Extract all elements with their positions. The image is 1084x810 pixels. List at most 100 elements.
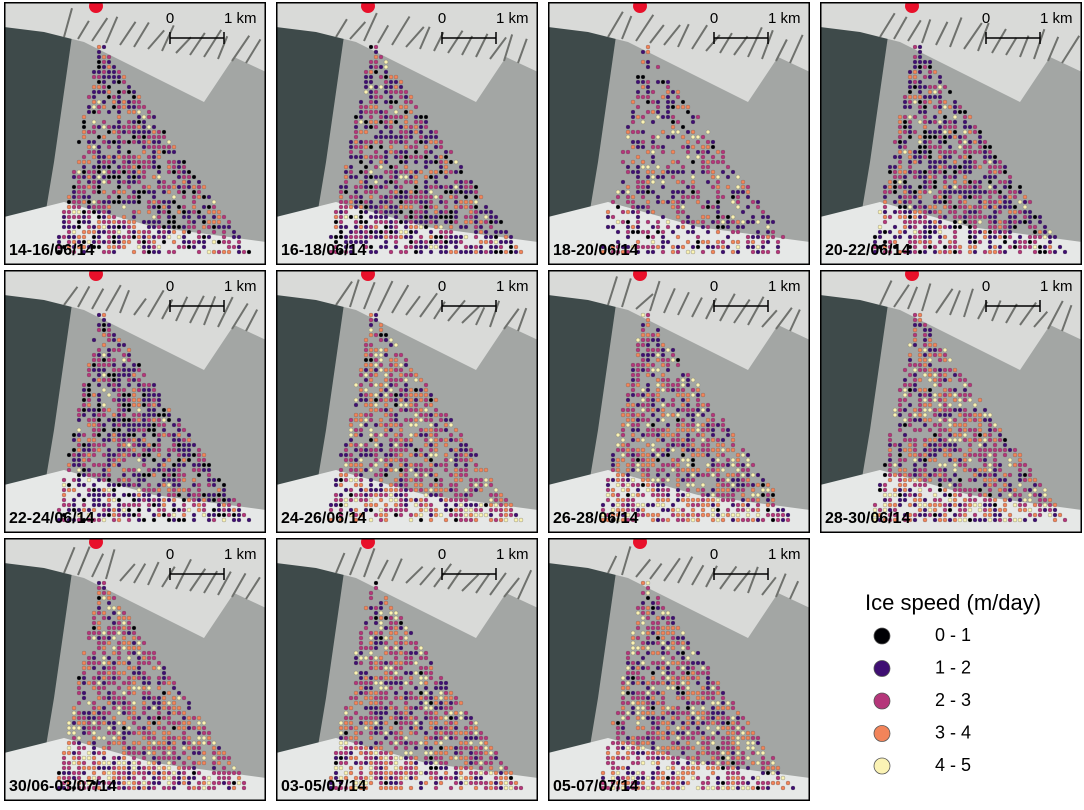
speed-dot <box>428 397 434 403</box>
speed-dot <box>897 452 903 458</box>
speed-dot <box>675 497 681 503</box>
speed-dot <box>635 367 641 373</box>
speed-dot <box>443 184 449 190</box>
speed-dot <box>947 427 953 433</box>
speed-dot <box>463 442 469 448</box>
speed-dot <box>947 249 953 255</box>
speed-dot <box>927 512 933 518</box>
speed-dot <box>131 467 137 473</box>
speed-dot <box>972 229 978 235</box>
speed-dot <box>725 462 731 468</box>
speed-dot <box>116 372 122 378</box>
speed-dot <box>146 472 152 478</box>
speed-dot <box>1052 234 1058 240</box>
speed-dot <box>181 517 187 523</box>
speed-dot <box>670 502 676 508</box>
speed-dot <box>1017 497 1023 503</box>
speed-dot <box>680 372 686 378</box>
speed-dot <box>650 99 656 105</box>
speed-dot <box>907 342 913 348</box>
speed-dot <box>131 229 137 235</box>
speed-dot <box>695 452 701 458</box>
speed-dot <box>206 482 212 488</box>
speed-dot <box>942 477 948 483</box>
water <box>276 22 346 232</box>
speed-dot <box>448 194 454 200</box>
speed-dot <box>383 377 389 383</box>
speed-dot <box>333 214 339 220</box>
speed-dot <box>1002 199 1008 205</box>
speed-dot <box>685 377 691 383</box>
speed-dot <box>438 184 444 190</box>
speed-dot <box>343 442 349 448</box>
speed-dot <box>166 407 172 413</box>
speed-dot <box>625 412 631 418</box>
speed-dot <box>101 322 107 328</box>
speed-dot <box>907 89 913 95</box>
speed-dot <box>655 144 661 150</box>
speed-dot <box>957 104 963 110</box>
speed-dot <box>755 244 761 250</box>
speed-dot <box>373 149 379 155</box>
speed-dot <box>393 239 399 245</box>
speed-dot <box>393 457 399 463</box>
speed-dot <box>363 224 369 230</box>
speed-dot <box>121 407 127 413</box>
speed-dot <box>433 194 439 200</box>
speed-dot <box>680 402 686 408</box>
speed-dot <box>368 189 374 195</box>
speed-dot <box>91 412 97 418</box>
speed-dot <box>81 114 87 120</box>
speed-dot <box>927 179 933 185</box>
speed-dot <box>328 249 334 255</box>
speed-dot <box>917 154 923 160</box>
speed-dot <box>101 367 107 373</box>
speed-dot <box>393 397 399 403</box>
speed-dot <box>685 392 691 398</box>
speed-dot <box>166 472 172 478</box>
speed-dot <box>680 169 686 175</box>
speed-dot <box>106 84 112 90</box>
speed-dot <box>770 502 776 508</box>
speed-dot <box>695 139 701 145</box>
speed-dot <box>1002 224 1008 230</box>
speed-dot <box>932 352 938 358</box>
speed-dot <box>428 194 434 200</box>
speed-dot <box>101 492 107 498</box>
speed-dot <box>675 512 681 518</box>
speed-dot <box>96 184 102 190</box>
speed-dot <box>1027 492 1033 498</box>
speed-dot <box>992 209 998 215</box>
speed-dot <box>660 199 666 205</box>
speed-dot <box>927 502 933 508</box>
speed-dot <box>81 229 87 235</box>
scale-start: 0 <box>438 278 446 295</box>
speed-dot <box>403 397 409 403</box>
speed-dot <box>1022 462 1028 468</box>
speed-dot <box>141 492 147 498</box>
speed-dot <box>917 184 923 190</box>
speed-dot <box>353 224 359 230</box>
speed-dot <box>126 432 132 438</box>
speed-dot <box>433 179 439 185</box>
speed-dot <box>735 467 741 473</box>
speed-dot <box>363 239 369 245</box>
ridge <box>991 28 1007 54</box>
speed-dot <box>418 214 424 220</box>
speed-dot <box>101 64 107 70</box>
speed-dot <box>181 487 187 493</box>
speed-dot <box>156 447 162 453</box>
speed-dot <box>660 477 666 483</box>
speed-dot <box>428 467 434 473</box>
speed-dot <box>378 422 384 428</box>
speed-dot <box>206 472 212 478</box>
speed-dot <box>922 497 928 503</box>
speed-dot <box>947 422 953 428</box>
speed-dot <box>917 99 923 105</box>
speed-dot <box>690 417 696 423</box>
speed-dot <box>630 109 636 115</box>
speed-dot <box>710 517 716 523</box>
speed-dot <box>81 397 87 403</box>
speed-dot <box>1042 229 1048 235</box>
speed-dot <box>508 512 514 518</box>
